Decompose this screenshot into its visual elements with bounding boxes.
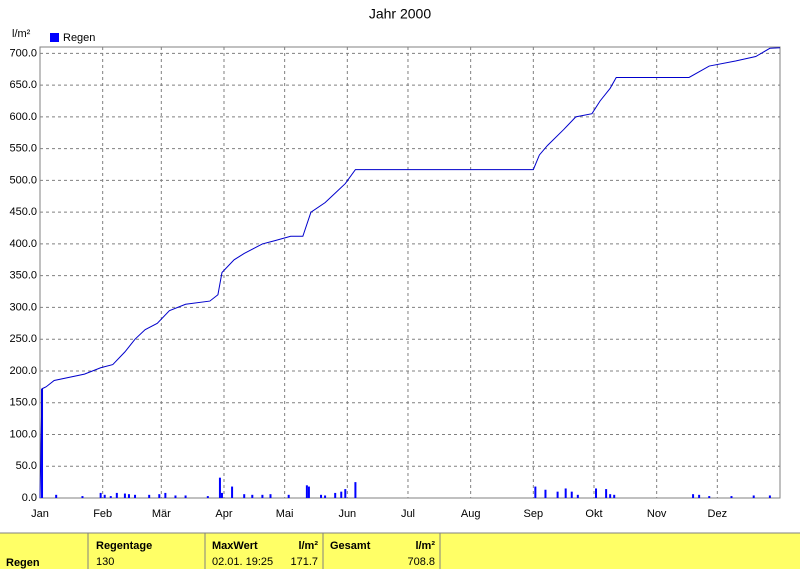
- legend-label: Regen: [63, 32, 95, 44]
- bar: [556, 491, 559, 498]
- bar: [251, 494, 254, 498]
- y-tick-label: 350.0: [9, 270, 37, 282]
- x-tick-label: Mär: [152, 508, 171, 520]
- bar: [344, 489, 347, 498]
- bar: [127, 494, 130, 498]
- y-tick-label: 700.0: [9, 47, 37, 59]
- bar: [320, 494, 323, 498]
- bar: [534, 486, 537, 498]
- y-tick-label: 150.0: [9, 397, 37, 409]
- column-header: MaxWert: [212, 540, 258, 552]
- bar: [243, 494, 246, 498]
- bar: [305, 485, 308, 498]
- column-header: Regentage: [96, 540, 152, 552]
- bar: [269, 494, 272, 498]
- bar: [752, 495, 755, 498]
- cell-value: 708.8: [407, 556, 435, 568]
- bar: [698, 494, 701, 498]
- bar: [81, 496, 84, 498]
- bar: [564, 488, 567, 498]
- y-tick-label: 200.0: [9, 365, 37, 377]
- x-tick-label: Sep: [524, 508, 544, 520]
- chart-title: Jahr 2000: [369, 6, 431, 22]
- bar: [324, 495, 327, 498]
- y-tick-label: 550.0: [9, 143, 37, 155]
- y-tick-label: 300.0: [9, 301, 37, 313]
- bar: [103, 494, 106, 498]
- x-tick-label: Mai: [276, 508, 294, 520]
- bar: [115, 492, 118, 498]
- bar: [708, 496, 711, 498]
- bar: [595, 488, 598, 498]
- column-unit: l/m²: [298, 540, 318, 552]
- y-tick-label: 0.0: [22, 492, 37, 504]
- bar: [184, 495, 187, 498]
- y-tick-label: 250.0: [9, 333, 37, 345]
- summary-table: Regen Regentage 130 MaxWert l/m² 02.01. …: [0, 532, 800, 569]
- bar: [340, 491, 343, 498]
- x-tick-label: Okt: [585, 508, 602, 520]
- bar: [218, 477, 221, 498]
- bar: [613, 494, 616, 498]
- bar: [609, 494, 612, 498]
- bar: [730, 496, 733, 498]
- x-tick-label: Dez: [708, 508, 728, 520]
- bar: [354, 482, 357, 498]
- bar: [55, 494, 58, 498]
- bar: [158, 494, 161, 498]
- x-tick-label: Jun: [338, 508, 356, 520]
- bar: [41, 388, 44, 498]
- x-tick-label: Apr: [215, 508, 232, 520]
- bar: [605, 489, 608, 498]
- y-tick-label: 500.0: [9, 174, 37, 186]
- bar: [164, 492, 167, 498]
- bar: [174, 495, 177, 498]
- bar: [768, 495, 771, 498]
- y-tick-label: 600.0: [9, 111, 37, 123]
- bar: [109, 496, 112, 498]
- bar: [576, 494, 579, 498]
- bar: [334, 492, 337, 498]
- column-unit: l/m²: [415, 540, 435, 552]
- bar: [134, 494, 137, 498]
- x-tick-label: Aug: [461, 508, 481, 520]
- plot-area: [39, 46, 781, 499]
- line: [39, 47, 781, 499]
- row-label: Regen: [6, 557, 40, 569]
- bar: [206, 496, 209, 498]
- bar: [220, 492, 223, 498]
- x-tick-label: Feb: [93, 508, 112, 520]
- cell-value: 130: [96, 556, 114, 568]
- y-tick-label: 650.0: [9, 79, 37, 91]
- x-tick-label: Jan: [31, 508, 49, 520]
- bar: [544, 489, 547, 498]
- bar: [261, 494, 264, 498]
- y-axis-label: l/m²: [12, 28, 31, 40]
- bar: [148, 494, 151, 498]
- x-tick-label: Nov: [647, 508, 667, 520]
- x-tick-label: Jul: [401, 508, 415, 520]
- bar: [99, 492, 102, 498]
- y-tick-label: 400.0: [9, 238, 37, 250]
- bar: [123, 493, 126, 498]
- bar: [570, 491, 573, 498]
- cell-value: 171.7: [290, 556, 318, 568]
- legend-swatch: [50, 33, 59, 42]
- bar: [307, 486, 310, 498]
- column-header: Gesamt: [330, 540, 371, 552]
- bar: [287, 494, 290, 498]
- y-tick-label: 50.0: [16, 460, 37, 472]
- y-tick-label: 100.0: [9, 428, 37, 440]
- cell-time: 02.01. 19:25: [212, 556, 273, 568]
- y-tick-label: 450.0: [9, 206, 37, 218]
- bar: [231, 486, 234, 498]
- table-background: [0, 533, 800, 569]
- bar: [692, 494, 695, 498]
